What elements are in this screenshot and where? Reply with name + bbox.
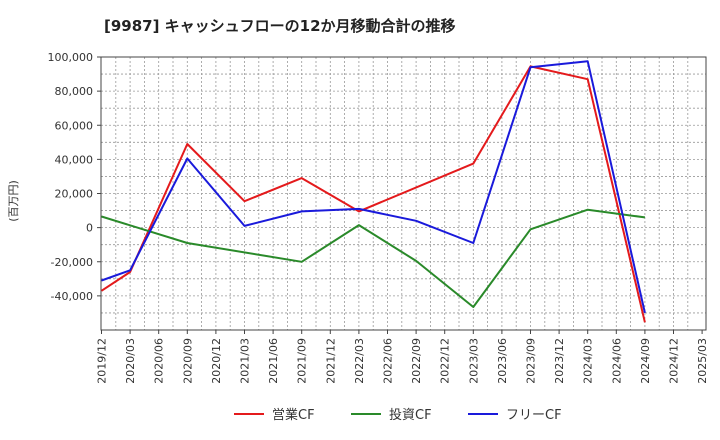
x-tick-label: 2021/06 (267, 338, 280, 384)
x-tick-label: 2022/09 (410, 338, 423, 384)
x-tick-label: 2023/06 (496, 338, 509, 384)
x-tick-label: 2023/12 (553, 338, 566, 384)
x-tick-label: 2020/09 (181, 338, 194, 384)
x-tick-label: 2020/12 (210, 338, 223, 384)
y-tick-label: -40,000 (51, 290, 93, 303)
x-tick-label: 2025/03 (696, 338, 709, 384)
x-tick-label: 2020/06 (153, 338, 166, 384)
x-tick-label: 2023/03 (467, 338, 480, 384)
y-tick-label: 0 (86, 222, 93, 235)
x-tick-label: 2024/09 (639, 338, 652, 384)
x-tick-label: 2021/03 (239, 338, 252, 384)
y-tick-label: 80,000 (55, 85, 94, 98)
x-tick-label: 2024/12 (668, 338, 681, 384)
legend-label-1: 営業CF (272, 407, 315, 423)
series-line-3 (101, 60, 646, 314)
x-tick-label: 2024/06 (610, 338, 623, 384)
x-tick-label: 2021/12 (324, 338, 337, 384)
legend-label-3: フリーCF (506, 408, 562, 423)
x-tick-label: 2021/09 (296, 338, 309, 384)
y-tick-label: 20,000 (55, 188, 94, 201)
y-tick-label: 40,000 (55, 153, 94, 166)
x-tick-label: 2019/12 (96, 338, 109, 384)
y-tick-label: 100,000 (48, 51, 94, 64)
x-tick-label: 2023/09 (525, 338, 538, 384)
x-tick-label: 2022/06 (382, 338, 395, 384)
x-axis: 2019/12 2020/03 2020/06 2020/09 2020/12 2021/… (96, 330, 709, 384)
x-tick-label: 2022/03 (353, 338, 366, 384)
x-tick-label: 2020/03 (124, 338, 137, 384)
chart-title: [9987] キャッシュフローの12か月移動合計の推移 (104, 17, 456, 35)
series-lines (100, 60, 646, 323)
series-line-1 (100, 65, 646, 323)
series-line-2 (101, 208, 646, 308)
legend-label-2: 投資CF (389, 407, 432, 423)
y-axis: 100,000 80,000 60,000 40,000 20,000 0 -20,000 -… (48, 51, 101, 303)
y-tick-label: -20,000 (51, 256, 93, 269)
x-tick-label: 2024/03 (582, 338, 595, 384)
legend: 営業CF 投資CF フリーCF (234, 407, 562, 423)
x-tick-label: 2022/12 (439, 338, 452, 384)
y-tick-label: 60,000 (55, 119, 94, 132)
y-axis-label: (百万円) (7, 180, 20, 222)
